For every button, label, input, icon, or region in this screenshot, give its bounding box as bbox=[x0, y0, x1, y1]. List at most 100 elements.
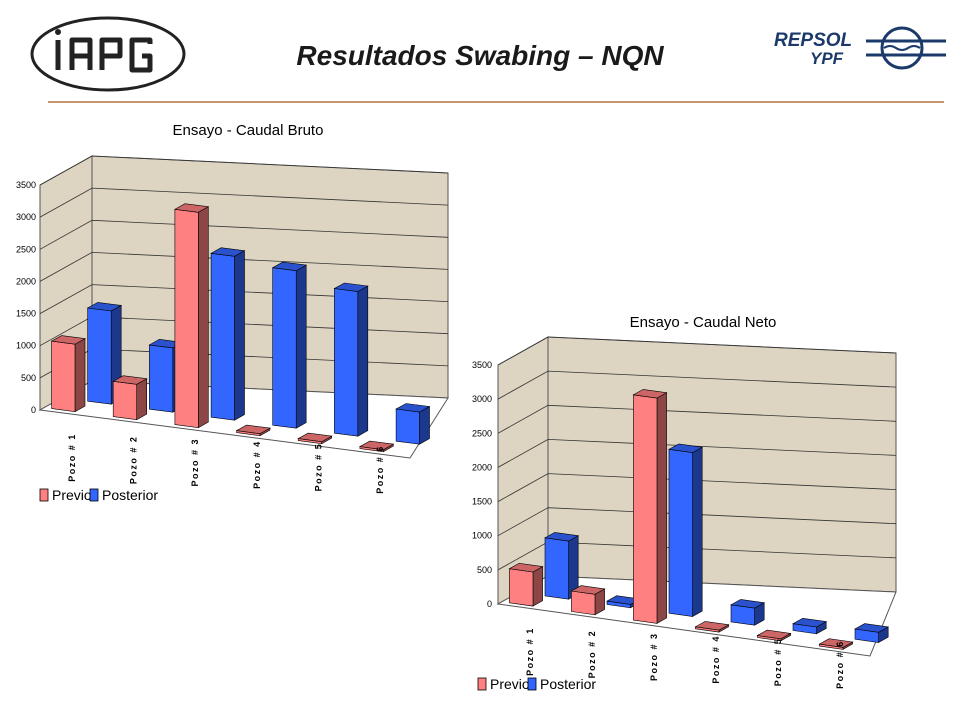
back-wall bbox=[91, 155, 449, 399]
y-tick-label: 0 bbox=[487, 599, 492, 609]
bar-front bbox=[112, 380, 137, 421]
x-tick-label: Pozo # 3 bbox=[649, 633, 659, 682]
bar-top bbox=[86, 302, 123, 312]
bar-top bbox=[333, 282, 369, 292]
bar-top bbox=[668, 443, 704, 453]
y-tick-label: 2500 bbox=[472, 428, 492, 438]
x-tick-label: Pozo # 2 bbox=[587, 630, 597, 679]
bar-posterior-6 bbox=[854, 623, 890, 644]
bar-posterior-5 bbox=[333, 282, 369, 437]
bar-side bbox=[136, 378, 147, 421]
x-tick-label: Pozo # 4 bbox=[252, 440, 262, 489]
legend-swatch bbox=[39, 488, 49, 502]
bar-side bbox=[198, 206, 209, 429]
bar-side bbox=[234, 250, 245, 421]
y-tick-label: 3500 bbox=[16, 180, 36, 190]
title-divider bbox=[48, 101, 944, 103]
x-tick-label: Pozo # 6 bbox=[835, 640, 845, 689]
x-tick-label: Pozo # 2 bbox=[129, 436, 139, 485]
bar-top bbox=[570, 585, 606, 595]
svg-text:REPSOL: REPSOL bbox=[774, 30, 852, 51]
chart-2: Ensayo - Caudal Neto 0 500 1000 1500 2000 2500… bbox=[472, 314, 897, 692]
gridline bbox=[39, 155, 449, 186]
bar-front bbox=[272, 267, 297, 429]
bar-front bbox=[210, 252, 235, 421]
bar-top bbox=[854, 623, 890, 633]
chart-title: Ensayo - Caudal Neto bbox=[630, 314, 777, 331]
legend-label: Previo bbox=[490, 676, 530, 692]
gridline bbox=[497, 473, 897, 502]
bar-top bbox=[271, 261, 308, 272]
bar-top bbox=[508, 562, 544, 573]
bar-previo-6 bbox=[818, 638, 854, 650]
bar-previo-2 bbox=[570, 585, 606, 616]
gridline bbox=[497, 336, 897, 366]
bar-top bbox=[792, 617, 828, 628]
bar-previo-1 bbox=[508, 562, 544, 607]
bar-front bbox=[509, 568, 534, 607]
bar-top bbox=[544, 532, 580, 542]
bar-posterior-6 bbox=[395, 403, 431, 445]
x-tick-label: Pozo # 4 bbox=[711, 635, 721, 684]
repsol-ypf-logo: REPSOL YPF bbox=[774, 26, 946, 70]
legend-swatch bbox=[477, 677, 487, 691]
gridline bbox=[39, 284, 449, 314]
bar-front bbox=[668, 448, 693, 617]
bar-posterior-5 bbox=[792, 617, 828, 635]
bar-front bbox=[87, 307, 112, 405]
bar-side bbox=[74, 338, 86, 413]
bar-top bbox=[210, 247, 246, 257]
bar-posterior-4 bbox=[271, 261, 308, 429]
bar-top bbox=[112, 375, 148, 385]
legend-swatch bbox=[89, 488, 99, 502]
bar-top bbox=[694, 621, 730, 631]
bar-side bbox=[295, 264, 307, 429]
bar-top bbox=[818, 638, 854, 648]
gridline bbox=[497, 438, 897, 468]
x-tick-label: Pozo # 5 bbox=[773, 638, 783, 687]
bar-top bbox=[730, 599, 766, 609]
y-tick-label: 1000 bbox=[472, 531, 492, 541]
bar-top bbox=[756, 629, 792, 640]
bar-front bbox=[174, 208, 199, 429]
x-tick-label: Pozo # 6 bbox=[375, 445, 385, 494]
bar-top bbox=[235, 424, 271, 435]
chart-title: Ensayo - Caudal Bruto bbox=[173, 122, 324, 139]
bar-front bbox=[571, 590, 596, 616]
legend-label: Posterior bbox=[102, 487, 158, 503]
bar-previo-4 bbox=[694, 621, 730, 633]
bar-top bbox=[358, 440, 395, 451]
bar-posterior-3 bbox=[210, 247, 246, 421]
chart-1: Ensayo - Caudal Bruto 0 500 1000 1500 2000 250… bbox=[16, 122, 449, 503]
slide-title: Resultados Swabing – NQN bbox=[296, 40, 664, 71]
y-tick-label: 0 bbox=[31, 405, 36, 415]
y-tick-label: 3000 bbox=[16, 212, 36, 222]
y-tick-label: 2000 bbox=[16, 276, 36, 286]
x-tick-label: Pozo # 1 bbox=[67, 433, 77, 482]
y-tick-label: 1500 bbox=[472, 497, 492, 507]
y-tick-label: 2000 bbox=[472, 462, 492, 472]
bar-side bbox=[357, 285, 369, 437]
gridline bbox=[39, 187, 449, 218]
y-tick-label: 3000 bbox=[472, 394, 492, 404]
bar-top bbox=[632, 389, 668, 399]
bar-side bbox=[656, 392, 667, 624]
bar-side bbox=[692, 446, 703, 618]
bar-previo-4 bbox=[235, 424, 271, 437]
gridline bbox=[497, 507, 897, 537]
y-tick-label: 2500 bbox=[16, 244, 36, 254]
bar-previo-1 bbox=[50, 335, 86, 413]
gridline bbox=[497, 404, 897, 434]
bar-front bbox=[51, 340, 76, 413]
bar-side bbox=[419, 405, 430, 445]
legend-label: Previo bbox=[52, 487, 92, 503]
x-tick-label: Pozo # 5 bbox=[314, 443, 324, 492]
bar-front bbox=[544, 537, 569, 600]
back-wall bbox=[547, 336, 897, 593]
bar-posterior-3 bbox=[668, 443, 704, 618]
bar-previo-5 bbox=[756, 629, 792, 642]
iapg-logo bbox=[30, 16, 186, 92]
bar-side bbox=[532, 566, 543, 607]
bar-front bbox=[334, 288, 359, 437]
